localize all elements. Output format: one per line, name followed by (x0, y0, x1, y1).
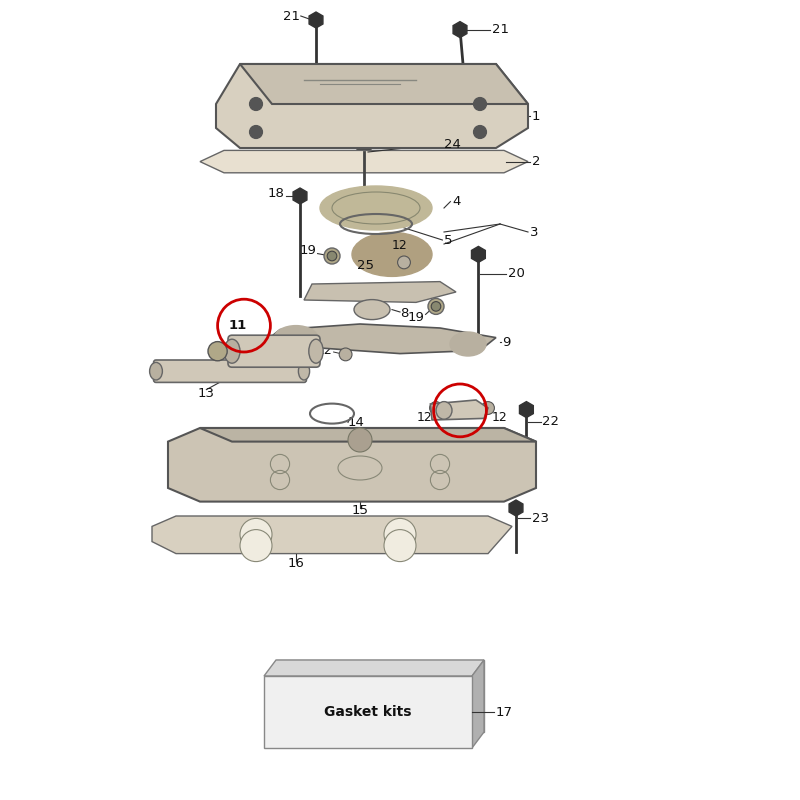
FancyBboxPatch shape (228, 335, 320, 367)
Ellipse shape (354, 300, 390, 319)
Polygon shape (200, 428, 536, 442)
Circle shape (384, 530, 416, 562)
Text: 4: 4 (452, 195, 460, 208)
Ellipse shape (298, 362, 310, 380)
Polygon shape (200, 150, 528, 173)
FancyBboxPatch shape (154, 360, 306, 382)
Circle shape (240, 530, 272, 562)
FancyBboxPatch shape (264, 676, 472, 748)
Circle shape (208, 342, 227, 361)
Circle shape (348, 428, 372, 452)
Text: 25: 25 (357, 259, 374, 272)
Text: 17: 17 (496, 706, 513, 718)
Ellipse shape (352, 232, 432, 277)
Text: 11: 11 (445, 404, 462, 417)
Text: 13: 13 (198, 387, 215, 400)
Circle shape (250, 98, 262, 110)
Text: 24: 24 (444, 138, 461, 150)
Text: Gasket kits: Gasket kits (324, 705, 412, 719)
Ellipse shape (436, 402, 452, 419)
Text: 21: 21 (492, 23, 509, 36)
Ellipse shape (224, 339, 240, 363)
Polygon shape (430, 400, 488, 420)
Text: 16: 16 (287, 557, 305, 570)
Text: 3: 3 (530, 226, 539, 238)
Polygon shape (152, 516, 512, 554)
Circle shape (324, 248, 340, 264)
Text: 12: 12 (316, 344, 332, 357)
Polygon shape (168, 428, 536, 502)
Text: 21: 21 (283, 10, 300, 22)
Ellipse shape (150, 362, 162, 380)
Polygon shape (264, 324, 496, 354)
Text: 8: 8 (400, 307, 408, 320)
Text: 18: 18 (267, 187, 284, 200)
Text: 1: 1 (532, 110, 541, 122)
Circle shape (431, 302, 441, 311)
FancyBboxPatch shape (276, 660, 484, 732)
Polygon shape (472, 660, 484, 748)
Text: 23: 23 (532, 512, 549, 525)
Circle shape (474, 98, 486, 110)
Ellipse shape (309, 339, 323, 363)
Circle shape (250, 126, 262, 138)
Circle shape (327, 251, 337, 261)
Text: 12: 12 (416, 411, 432, 424)
Circle shape (430, 402, 442, 414)
Circle shape (384, 518, 416, 550)
Text: 9: 9 (502, 336, 510, 349)
Circle shape (482, 402, 494, 414)
Polygon shape (240, 64, 528, 104)
Text: 2: 2 (532, 155, 541, 168)
Circle shape (474, 126, 486, 138)
Polygon shape (304, 282, 456, 302)
Ellipse shape (450, 332, 486, 356)
Text: 12: 12 (392, 239, 408, 252)
Ellipse shape (274, 326, 318, 351)
Text: 7: 7 (424, 283, 433, 296)
Polygon shape (216, 64, 528, 148)
Circle shape (398, 256, 410, 269)
Polygon shape (264, 660, 484, 676)
Text: 5: 5 (444, 234, 453, 246)
Circle shape (240, 518, 272, 550)
Circle shape (428, 298, 444, 314)
Text: 11: 11 (229, 319, 246, 332)
Circle shape (339, 348, 352, 361)
Text: 14: 14 (348, 416, 365, 429)
Text: 20: 20 (508, 267, 525, 280)
Ellipse shape (320, 186, 432, 230)
Text: 19: 19 (407, 311, 424, 324)
Text: 15: 15 (351, 504, 369, 517)
Text: 19: 19 (299, 244, 316, 257)
Text: 22: 22 (542, 415, 559, 428)
Text: 12: 12 (492, 411, 508, 424)
